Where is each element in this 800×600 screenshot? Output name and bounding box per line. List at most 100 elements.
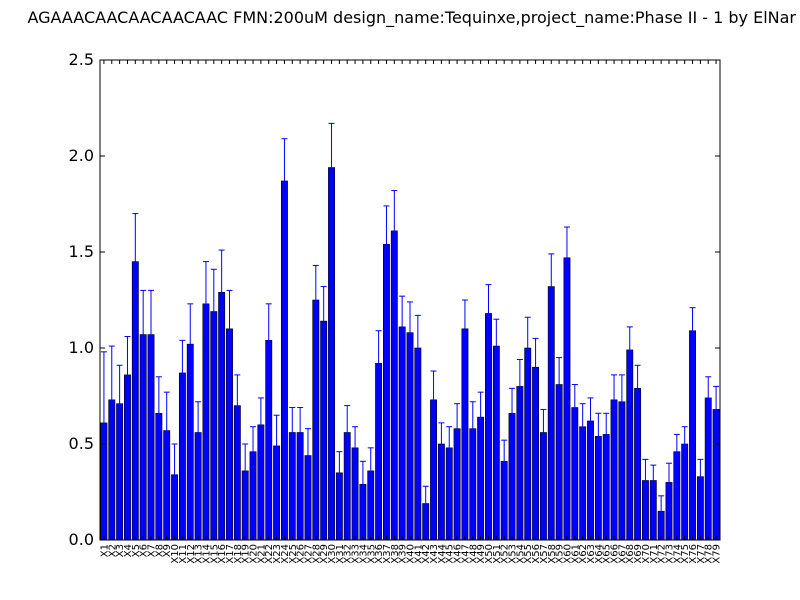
error-bar-X27	[304, 428, 311, 483]
x-tick-label-X55: X55	[523, 544, 534, 564]
x-tick-label-X32: X32	[343, 544, 354, 564]
error-bar-X47	[461, 299, 468, 358]
x-tick-label-X70: X70	[641, 544, 652, 564]
x-tick-label-X43: X43	[429, 544, 440, 564]
x-tick-label-X36: X36	[374, 544, 385, 564]
x-tick-label-X21: X21	[256, 544, 267, 564]
error-bar-X25	[289, 407, 296, 458]
error-bar-X14	[202, 261, 209, 347]
error-bar-X15	[210, 268, 217, 354]
x-tick-label-X22: X22	[264, 544, 275, 564]
x-tick-label-X78: X78	[704, 544, 715, 564]
x-tick-label-X6: X6	[139, 544, 150, 557]
bar-X37	[383, 244, 390, 541]
x-tick-label-X28: X28	[311, 544, 322, 564]
error-bar-X37	[383, 205, 390, 283]
x-tick-label-X29: X29	[319, 544, 330, 564]
error-bar-X75	[681, 426, 688, 462]
error-bar-X54	[516, 359, 523, 414]
error-bar-X66	[611, 374, 618, 425]
x-tick-label-X54: X54	[515, 544, 526, 564]
error-bar-X9	[163, 391, 170, 469]
x-tick-label-X12: X12	[186, 544, 197, 564]
x-tick-label-X44: X44	[437, 544, 448, 564]
error-bar-X12	[187, 303, 194, 385]
x-tick-label-X15: X15	[209, 544, 220, 564]
x-tick-label-X30: X30	[327, 544, 338, 564]
x-tick-label-X39: X39	[398, 544, 409, 564]
x-tick-label-X10: X10	[170, 544, 181, 564]
error-bar-X23	[273, 414, 280, 477]
error-bar-X4	[124, 335, 131, 414]
x-tick-label-X9: X9	[162, 544, 173, 557]
x-tick-label-X48: X48	[468, 544, 479, 564]
error-bar-X69	[634, 364, 641, 412]
x-tick-label-X68: X68	[625, 544, 636, 564]
x-tick-label-X52: X52	[500, 544, 511, 564]
error-bar-X7	[148, 289, 155, 379]
x-tick-label-X49: X49	[476, 544, 487, 564]
error-bar-X52	[501, 439, 508, 483]
error-bar-X30	[328, 122, 335, 212]
error-bar-X62	[579, 403, 586, 450]
x-tick-label-X27: X27	[303, 544, 314, 564]
error-bar-X53	[509, 387, 516, 439]
x-tick-label-X33: X33	[351, 544, 362, 564]
error-bar-X36	[375, 330, 382, 396]
error-bar-X71	[650, 464, 657, 496]
error-bar-X24	[281, 138, 288, 224]
x-tick-label-X24: X24	[280, 544, 291, 564]
error-bar-X38	[391, 190, 398, 272]
error-bar-X6	[140, 289, 147, 379]
x-tick-label-X61: X61	[570, 544, 581, 564]
x-tick-label-X46: X46	[453, 544, 464, 564]
error-bar-X39	[399, 295, 406, 358]
error-bar-X40	[407, 301, 413, 364]
x-tick-label-X20: X20	[249, 544, 260, 564]
error-bar-X8	[155, 376, 162, 450]
error-bar-X2	[108, 345, 115, 454]
bar-X60	[563, 257, 571, 541]
x-tick-label-X14: X14	[201, 544, 212, 564]
bar-X39	[398, 326, 406, 541]
error-bar-X50	[485, 284, 492, 343]
error-bar-X18	[234, 374, 241, 437]
x-tick-label-X64: X64	[594, 544, 605, 564]
error-bar-X22	[265, 303, 272, 377]
x-tick-label-X69: X69	[633, 544, 644, 564]
y-tick-label: 2.5	[69, 50, 94, 69]
bar-X51	[492, 345, 500, 541]
error-bar-X35	[367, 447, 374, 494]
error-bar-X57	[540, 408, 547, 456]
error-bar-series	[100, 122, 720, 527]
error-bar-X21	[257, 397, 264, 452]
error-bar-X41	[414, 314, 421, 381]
x-tick-label-X13: X13	[194, 544, 205, 564]
x-tick-label-X8: X8	[154, 544, 165, 557]
error-bar-X43	[430, 370, 437, 429]
x-tick-label-X73: X73	[664, 544, 675, 564]
error-bar-X72	[658, 495, 665, 527]
x-tick-label-X2: X2	[107, 544, 118, 557]
error-bar-X32	[344, 405, 351, 460]
error-bar-X10	[171, 443, 178, 506]
bar-X50	[485, 313, 492, 541]
error-bar-X31	[336, 451, 343, 494]
error-bar-X48	[469, 401, 476, 456]
error-bar-X19	[242, 443, 249, 498]
error-bar-X55	[524, 316, 531, 379]
x-tick-label-X19: X19	[241, 544, 252, 564]
bar-X78	[704, 397, 712, 541]
x-tick-label-X57: X57	[539, 544, 550, 564]
error-bar-X44	[438, 422, 445, 466]
x-tick-label-X23: X23	[272, 544, 283, 564]
bar-series	[100, 167, 720, 541]
error-bar-X74	[673, 433, 680, 469]
x-tick-label-X58: X58	[547, 544, 558, 564]
x-tick-label-X76: X76	[688, 544, 699, 564]
x-axis: X1X2X3X4X5X6X7X8X9X10X11X12X13X14X15X16X…	[99, 60, 723, 564]
x-tick-label-X26: X26	[296, 544, 307, 564]
x-tick-label-X79: X79	[712, 544, 723, 564]
x-tick-label-X66: X66	[610, 544, 621, 564]
x-tick-label-X63: X63	[586, 544, 597, 564]
